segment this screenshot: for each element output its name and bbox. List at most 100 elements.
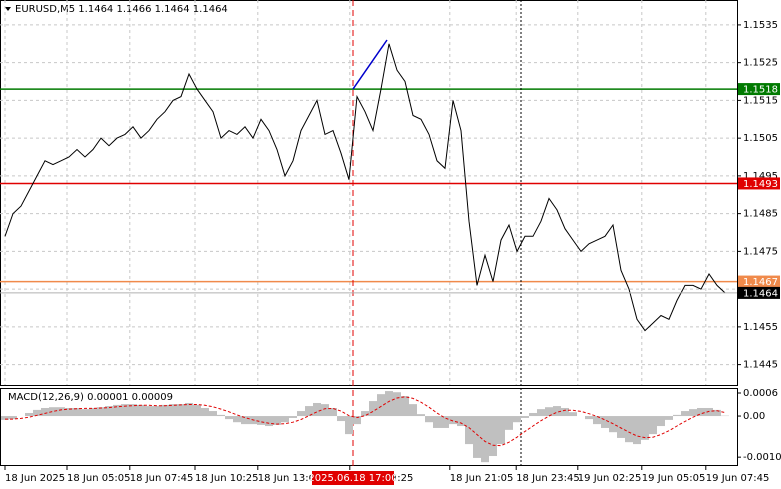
time-highlight-label: 2025.06.18 17:00 (308, 473, 397, 484)
macd-bar (393, 392, 401, 417)
macd-bar (161, 404, 169, 417)
macd-bar (561, 407, 569, 417)
chart-title: EURUSD,M5 1.1464 1.1466 1.1464 1.1464 (15, 4, 228, 15)
macd-bar (25, 412, 33, 417)
price-panel (0, 0, 738, 386)
macd-bar (305, 406, 313, 417)
macd-bar (217, 414, 225, 417)
x-tick-label: 18 Jun 23:45 (516, 473, 580, 484)
macd-bar (345, 416, 353, 435)
x-tick-label: 18 Jun 13:05 (258, 473, 322, 484)
y-tick-label: 1.1505 (743, 133, 778, 144)
macd-bar (585, 416, 593, 420)
last-price-label: 1.1464 (743, 288, 778, 299)
level-tag-label: 1.1467 (743, 277, 778, 288)
macd-bar (209, 411, 217, 417)
last-price-tag (738, 286, 780, 299)
macd-bar (505, 416, 513, 430)
macd-bar (1, 416, 9, 420)
x-tick-label: 18 Jun 21:05 (450, 473, 514, 484)
y-tick-label: 1.1485 (743, 209, 778, 220)
macd-bar (289, 416, 297, 418)
time-highlight (312, 471, 394, 485)
macd-bar (361, 411, 369, 417)
macd-bar (569, 412, 577, 417)
x-tick-label: 18 Jun 07:45 (130, 473, 194, 484)
macd-bar (697, 407, 705, 417)
menu-triangle (5, 7, 11, 11)
macd-bar (417, 414, 425, 417)
y-tick-label: 0.0006 (743, 388, 778, 399)
x-tick-label: 19 Jun 02:25 (578, 473, 642, 484)
trend-line (352, 39, 388, 90)
macd-bar (433, 416, 441, 428)
macd-bar (113, 404, 121, 417)
macd-bar (313, 402, 321, 417)
macd-bar (537, 409, 545, 417)
macd-bar (425, 416, 433, 423)
level-tag-label: 1.1493 (743, 179, 778, 190)
y-tick-label: 1.1475 (743, 246, 778, 257)
macd-bar (705, 407, 713, 417)
macd-bar (441, 416, 449, 428)
x-tick-label: 18 Jun 05:05 (67, 473, 131, 484)
y-tick-label: 1.1495 (743, 171, 778, 182)
macd-bar (377, 394, 385, 417)
macd-bar (337, 416, 345, 422)
macd-bar (265, 416, 273, 427)
y-tick-label: 1.1525 (743, 58, 778, 69)
y-tick-label: 0.00 (743, 411, 765, 422)
macd-bar (625, 416, 633, 443)
level-tag (738, 275, 780, 288)
macd-bar (65, 407, 73, 417)
macd-bar (457, 416, 465, 427)
macd-bar (449, 416, 457, 425)
macd-bar (145, 406, 153, 417)
x-tick-label: 18 Jun 10:25 (195, 473, 259, 484)
x-tick-label: 19 Jun 05:05 (642, 473, 706, 484)
macd-bar (553, 406, 561, 417)
macd-bar (601, 416, 609, 428)
y-tick-label: 1.1535 (743, 20, 778, 31)
macd-bar (73, 407, 81, 417)
macd-bar (649, 416, 657, 435)
macd-bar (233, 416, 241, 423)
macd-bar (497, 416, 505, 445)
macd-bar (545, 407, 553, 417)
macd-bar (33, 409, 41, 417)
price-line (4, 43, 726, 332)
macd-bar (689, 409, 697, 417)
macd-bar (137, 404, 145, 417)
macd-bar (121, 404, 129, 417)
macd-bar (465, 416, 473, 445)
macd-bar (57, 407, 65, 417)
macd-bar (369, 401, 377, 417)
macd-bar (41, 407, 49, 417)
macd-bar (385, 391, 393, 417)
macd-bar (177, 404, 185, 417)
macd-bar (353, 416, 361, 425)
macd-panel (0, 388, 738, 466)
x-tick-label: 19 Jun 07:45 (706, 473, 770, 484)
y-tick-label: -0.00107 (743, 452, 781, 463)
macd-bar (665, 416, 673, 420)
macd-bar (481, 416, 489, 463)
macd-bar (97, 407, 105, 417)
macd-bar (681, 411, 689, 417)
macd-bar (657, 416, 665, 427)
macd-bar (617, 416, 625, 438)
level-tag (738, 177, 780, 190)
macd-bar (185, 402, 193, 417)
macd-bar (241, 416, 249, 425)
macd-bar (593, 416, 601, 425)
macd-bar (473, 416, 481, 458)
macd-bar (513, 416, 521, 423)
macd-bar (169, 404, 177, 417)
macd-bar (153, 406, 161, 417)
macd-bar (713, 409, 721, 417)
macd-bar (225, 416, 233, 420)
macd-bar (129, 404, 137, 417)
macd-bar (329, 407, 337, 417)
macd-bar (81, 409, 89, 417)
